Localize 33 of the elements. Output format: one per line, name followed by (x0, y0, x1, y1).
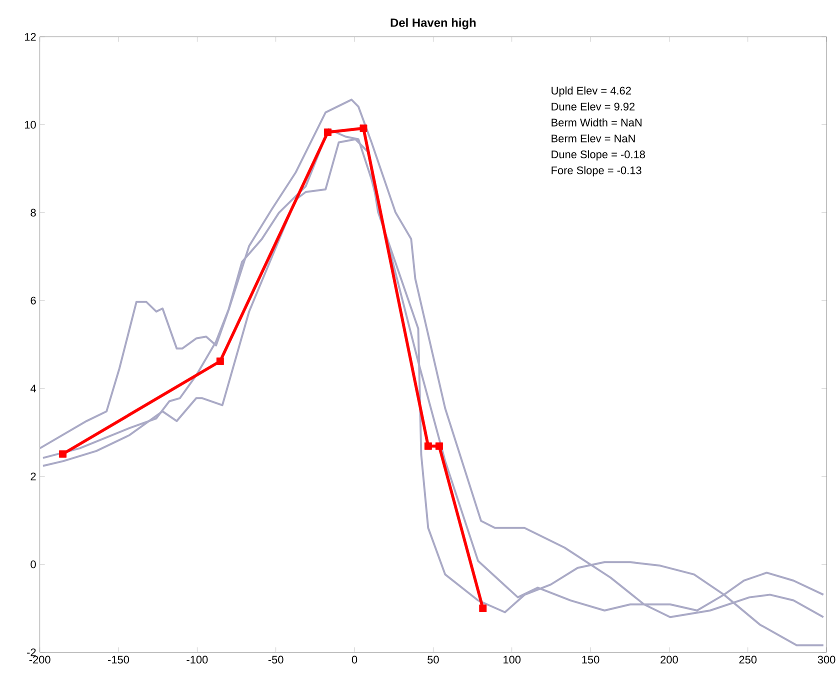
x-tick-label: -150 (108, 656, 130, 664)
annotation: Fore Slope = -0.13 (552, 166, 642, 176)
x-tick-label: 50 (428, 656, 439, 664)
x-tick-label: -200 (29, 656, 50, 664)
y-tick-label: 12 (24, 32, 36, 41)
x-tick-label: 300 (818, 656, 836, 664)
point (324, 128, 332, 136)
x-tick-label: 250 (739, 656, 757, 664)
y-tick-label: 0 (30, 560, 36, 568)
x-tick-label: -100 (186, 656, 208, 664)
chart-title: Del Haven high (390, 18, 476, 30)
y-tick-label: -2 (27, 648, 36, 656)
annotation: Dune Slope = -0.18 (552, 150, 645, 160)
y-tick-label: 8 (30, 208, 36, 216)
point (479, 604, 487, 612)
x-tick-label: 100 (504, 656, 521, 664)
point (435, 442, 443, 450)
x-tick-label: 200 (660, 656, 678, 664)
annotation: Upld Elev = 4.62 (552, 86, 631, 97)
point (424, 442, 432, 450)
x-tick-label: 150 (582, 656, 600, 664)
point (360, 124, 368, 132)
point (59, 450, 67, 458)
x-tick-label: -50 (268, 656, 284, 664)
point (216, 357, 224, 365)
x-tick-label: 0 (352, 656, 358, 664)
y-tick-label: 6 (30, 296, 36, 304)
annotation: Berm Width = NaN (552, 118, 642, 126)
annotation: Berm Elev = NaN (552, 134, 635, 142)
y-tick-label: 2 (30, 472, 36, 480)
y-tick-label: 4 (30, 384, 36, 392)
y-tick-label: 10 (24, 120, 36, 129)
annotation: Dune Elev = 9.92 (552, 102, 635, 110)
